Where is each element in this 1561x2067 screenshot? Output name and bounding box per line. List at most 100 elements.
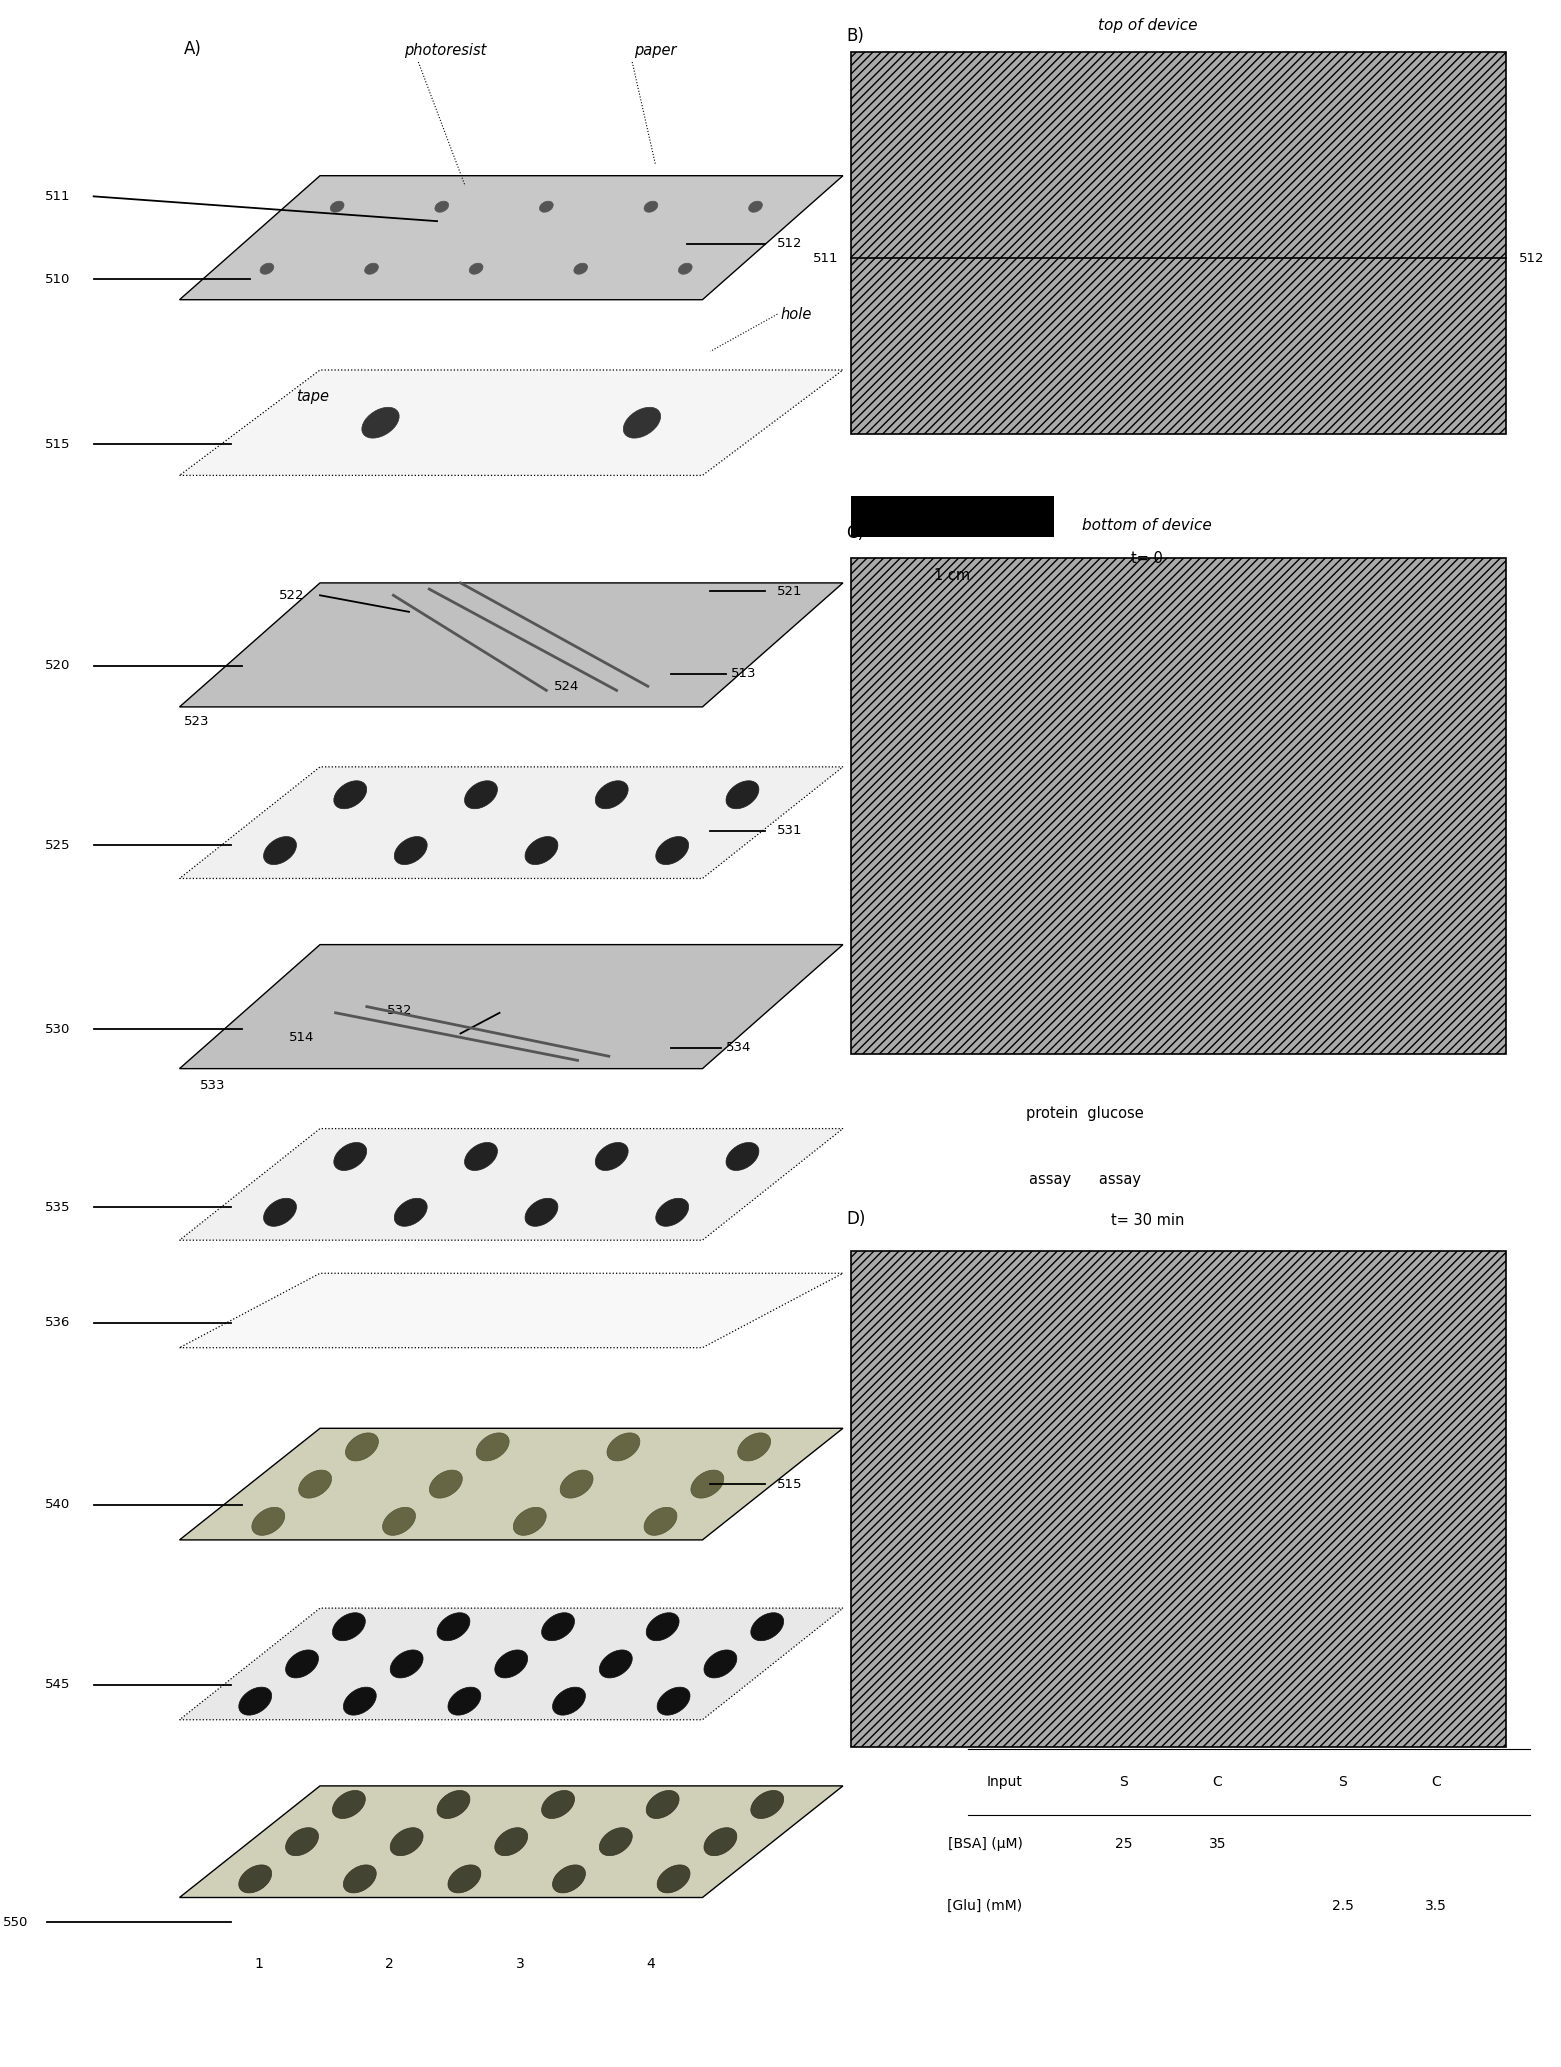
Polygon shape <box>180 370 843 475</box>
Text: 530: 530 <box>45 1023 70 1036</box>
Text: [BSA] (μM): [BSA] (μM) <box>948 1838 1022 1850</box>
Ellipse shape <box>448 1687 481 1716</box>
Text: 511: 511 <box>45 190 70 203</box>
Ellipse shape <box>599 1827 632 1856</box>
Text: 511: 511 <box>813 252 838 265</box>
Text: bottom of device: bottom of device <box>1082 519 1213 533</box>
Text: 550: 550 <box>3 1916 28 1929</box>
Text: 510: 510 <box>45 273 70 285</box>
Ellipse shape <box>623 407 660 438</box>
Ellipse shape <box>343 1687 376 1716</box>
Text: S: S <box>1119 1776 1129 1788</box>
Ellipse shape <box>726 781 759 808</box>
Ellipse shape <box>751 1790 784 1819</box>
Text: tape: tape <box>295 389 329 405</box>
Ellipse shape <box>390 1827 423 1856</box>
Ellipse shape <box>646 1612 679 1641</box>
Ellipse shape <box>286 1649 318 1678</box>
Text: 35: 35 <box>1208 1838 1227 1850</box>
Ellipse shape <box>704 1827 737 1856</box>
Text: 525: 525 <box>45 839 70 852</box>
Ellipse shape <box>331 200 343 213</box>
Ellipse shape <box>436 200 448 213</box>
Text: 535: 535 <box>45 1201 70 1213</box>
Ellipse shape <box>334 781 367 808</box>
Ellipse shape <box>645 1507 677 1536</box>
Ellipse shape <box>495 1827 528 1856</box>
Ellipse shape <box>553 1687 585 1716</box>
Polygon shape <box>180 1273 843 1348</box>
Ellipse shape <box>362 407 400 438</box>
Ellipse shape <box>343 1864 376 1893</box>
Ellipse shape <box>286 1827 318 1856</box>
Text: 531: 531 <box>777 825 802 837</box>
Text: 4: 4 <box>646 1957 656 1970</box>
Ellipse shape <box>251 1507 284 1536</box>
Text: protein  glucose: protein glucose <box>1026 1106 1144 1120</box>
Text: 3.5: 3.5 <box>1425 1900 1447 1912</box>
Ellipse shape <box>395 1199 428 1226</box>
Text: A): A) <box>184 39 201 58</box>
Ellipse shape <box>751 1612 784 1641</box>
Ellipse shape <box>704 1649 737 1678</box>
Bar <box>851 496 1054 537</box>
Text: 524: 524 <box>554 680 579 692</box>
Ellipse shape <box>476 1432 509 1461</box>
Ellipse shape <box>298 1470 331 1499</box>
Ellipse shape <box>465 1143 498 1170</box>
Ellipse shape <box>332 1612 365 1641</box>
Ellipse shape <box>524 1199 557 1226</box>
Text: S: S <box>1338 1776 1347 1788</box>
Polygon shape <box>180 1786 843 1898</box>
Polygon shape <box>851 558 1506 1054</box>
Text: 534: 534 <box>726 1042 751 1054</box>
Ellipse shape <box>465 781 498 808</box>
Ellipse shape <box>239 1864 272 1893</box>
Text: 512: 512 <box>1519 252 1544 265</box>
Polygon shape <box>851 52 1506 434</box>
Polygon shape <box>180 945 843 1069</box>
Text: top of device: top of device <box>1097 19 1197 33</box>
Text: 515: 515 <box>45 438 70 451</box>
Ellipse shape <box>437 1612 470 1641</box>
Text: 540: 540 <box>45 1499 70 1511</box>
Ellipse shape <box>656 1199 688 1226</box>
Ellipse shape <box>749 200 762 213</box>
Text: 521: 521 <box>777 585 802 597</box>
Text: B): B) <box>846 27 863 45</box>
Ellipse shape <box>574 263 587 275</box>
Text: 2: 2 <box>386 1957 393 1970</box>
Polygon shape <box>180 767 843 878</box>
Ellipse shape <box>595 1143 628 1170</box>
Ellipse shape <box>540 200 553 213</box>
Ellipse shape <box>657 1687 690 1716</box>
Text: 1: 1 <box>254 1957 264 1970</box>
Ellipse shape <box>679 263 692 275</box>
Polygon shape <box>180 1428 843 1540</box>
Polygon shape <box>180 176 843 300</box>
Text: paper: paper <box>634 43 677 58</box>
Text: D): D) <box>846 1209 865 1228</box>
Ellipse shape <box>514 1507 546 1536</box>
Ellipse shape <box>429 1470 462 1499</box>
Ellipse shape <box>646 1790 679 1819</box>
Text: Input: Input <box>987 1776 1022 1788</box>
Text: 532: 532 <box>387 1005 412 1017</box>
Text: 545: 545 <box>45 1678 70 1691</box>
Text: photoresist: photoresist <box>404 43 485 58</box>
Ellipse shape <box>495 1649 528 1678</box>
Text: [Glu] (mM): [Glu] (mM) <box>948 1900 1022 1912</box>
Text: 515: 515 <box>777 1478 802 1490</box>
Ellipse shape <box>553 1864 585 1893</box>
Ellipse shape <box>390 1649 423 1678</box>
Ellipse shape <box>524 837 557 864</box>
Ellipse shape <box>437 1790 470 1819</box>
Text: C: C <box>1213 1776 1222 1788</box>
Ellipse shape <box>560 1470 593 1499</box>
Ellipse shape <box>382 1507 415 1536</box>
Text: 533: 533 <box>200 1079 225 1091</box>
Text: C: C <box>1431 1776 1441 1788</box>
Ellipse shape <box>365 263 378 275</box>
Ellipse shape <box>599 1649 632 1678</box>
Ellipse shape <box>726 1143 759 1170</box>
